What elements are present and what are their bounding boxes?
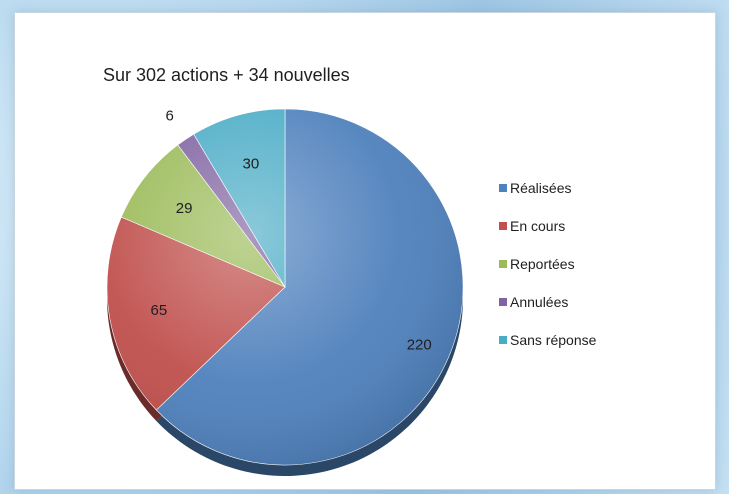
data-label-annulees: 6	[166, 108, 174, 125]
data-label-realisees: 220	[407, 336, 432, 353]
pie-slices	[106, 108, 464, 466]
legend-swatch-sans-reponse	[499, 336, 507, 344]
legend-label-realisees: Réalisées	[510, 180, 571, 196]
legend-swatch-reportees	[499, 260, 507, 268]
legend: Réalisées En cours Reportées Annulées Sans r…	[499, 180, 597, 348]
data-label-reportees: 29	[176, 200, 193, 217]
data-label-sans-reponse: 30	[243, 155, 260, 172]
chart-title: Sur 302 actions + 34 nouvelles	[103, 65, 350, 85]
legend-label-reportees: Reportées	[510, 256, 575, 272]
legend-swatch-annulees	[499, 298, 507, 306]
legend-label-sans-reponse: Sans réponse	[510, 332, 597, 348]
legend-swatch-en-cours	[499, 222, 507, 230]
data-label-en-cours: 65	[151, 302, 168, 319]
legend-label-annulees: Annulées	[510, 294, 568, 310]
legend-label-en-cours: En cours	[510, 218, 565, 234]
pie-labels: 220 65 29 6 30	[151, 108, 432, 354]
legend-swatch-realisees	[499, 184, 507, 192]
